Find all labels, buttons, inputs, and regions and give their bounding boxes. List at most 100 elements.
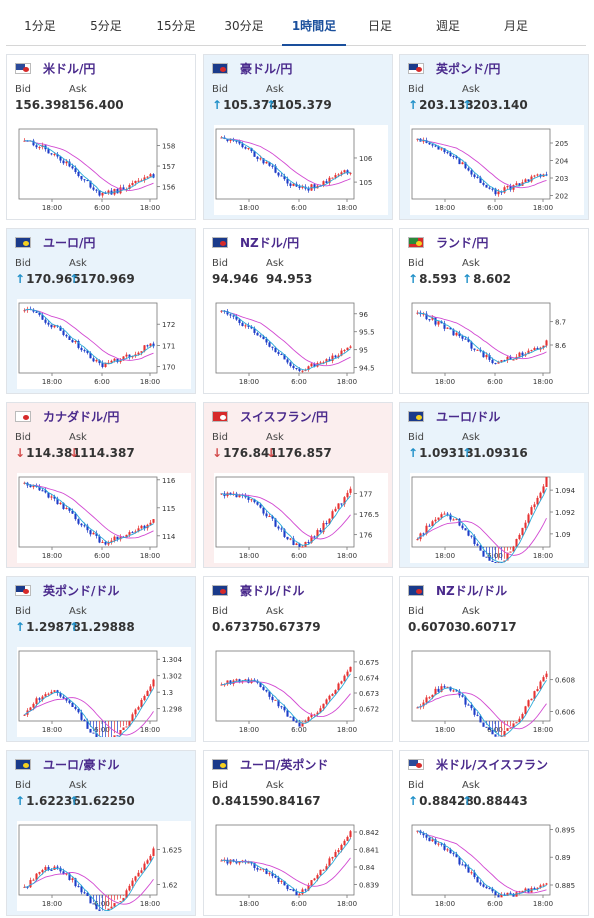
candle-body [95, 532, 98, 536]
candle-body [256, 332, 259, 336]
pair-name[interactable]: ランド/円 [436, 236, 489, 250]
candle-body [331, 694, 334, 696]
candle-body [512, 359, 515, 361]
candle-body [482, 884, 485, 887]
tab-5[interactable]: 1時間足 [282, 8, 346, 46]
candle-body [122, 356, 125, 361]
ask-value: 105.379 [277, 98, 332, 112]
candle-body [80, 523, 83, 526]
candle-body [325, 866, 328, 870]
candle-body [235, 493, 238, 498]
candle-body [518, 183, 521, 186]
candle-body [235, 679, 238, 681]
rate-chart[interactable]: 0.895 0.89 0.885 18:00 6:00 18:00 [410, 821, 584, 911]
rate-chart[interactable]: 172 171 170 18:00 6:00 18:00 [17, 299, 191, 389]
rate-chart[interactable]: 177 176.5 176 18:00 6:00 18:00 [214, 473, 388, 563]
rate-chart[interactable]: 1.304 1.302 1.3 1.298 18:00 6:00 18:00 [17, 647, 191, 737]
candle-body [298, 368, 301, 372]
candle-body [509, 356, 512, 360]
rate-card[interactable]: NZドル/円 Bid Ask 94.946 94.953 96 95.5 95 94.5 18:0… [203, 228, 393, 394]
candle-body [277, 526, 280, 529]
card-header: 英ポンド/ドル [7, 577, 195, 603]
tab-2[interactable]: 5分足 [90, 19, 122, 33]
pair-name[interactable]: カナダドル/円 [43, 410, 120, 424]
rate-card[interactable]: 英ポンド/ドル Bid Ask ↑1.29878 ↑1.29888 1.304 1.302 1… [6, 576, 196, 742]
candle-body [488, 187, 491, 189]
rate-chart[interactable]: 0.842 0.841 0.84 0.839 18:00 6:00 18:00 [214, 821, 388, 911]
y-tick-label: 176 [359, 532, 373, 540]
ask-value: 0.84167 [266, 794, 321, 808]
candle-body [446, 686, 449, 688]
candle-body [322, 523, 325, 533]
arrow-down-icon: ↓ [266, 446, 277, 460]
rate-chart[interactable]: 0.675 0.674 0.673 0.672 18:00 6:00 18:00 [214, 647, 388, 737]
candle-body [536, 887, 539, 889]
candle-body [253, 863, 256, 868]
tab-6[interactable]: 日足 [367, 19, 392, 33]
candle-body [500, 894, 503, 898]
candle-body [322, 181, 325, 186]
rate-card[interactable]: カナダドル/円 Bid Ask ↓114.381 ↓114.387 116 115 114 18… [6, 402, 196, 568]
tab-3[interactable]: 15分足 [156, 19, 196, 33]
candle-body [289, 538, 292, 540]
pair-name[interactable]: スイスフラン/円 [240, 410, 329, 424]
rate-card[interactable]: ユーロ/英ポンド Bid Ask 0.84159 0.84167 0.842 0.841 0.… [203, 750, 393, 916]
candle-body [59, 326, 62, 331]
rate-card[interactable]: 米ドル/円 Bid Ask 156.398 156.400 158 157 156 18:00 6… [6, 54, 196, 220]
pair-name[interactable]: ユーロ/ドル [436, 410, 501, 424]
rate-chart[interactable]: 116 115 114 18:00 6:00 18:00 [17, 473, 191, 563]
rate-chart[interactable]: 1.094 1.092 1.09 18:00 6:00 18:00 [410, 473, 584, 563]
pair-name[interactable]: 英ポンド/円 [436, 62, 501, 76]
rate-chart[interactable]: 205 204 203 202 18:00 6:00 18:00 [410, 125, 584, 215]
x-tick-label: 18:00 [435, 726, 455, 734]
candle-body [518, 352, 521, 357]
pair-name[interactable]: 豪ドル/ドル [240, 584, 305, 598]
rate-card[interactable]: 英ポンド/円 Bid Ask ↑203.133 ↑203.140 205 204 203 202… [399, 54, 589, 220]
rate-card[interactable]: ユーロ/ドル Bid Ask ↑1.09313 ↑1.09316 1.094 1.092 1.… [399, 402, 589, 568]
rate-chart[interactable]: 158 157 156 18:00 6:00 18:00 [17, 125, 191, 215]
candle-body [238, 494, 241, 498]
candle-body [455, 690, 458, 692]
pair-name[interactable]: NZドル/ドル [436, 584, 508, 598]
ma-fast-line [221, 137, 351, 189]
pair-name[interactable]: NZドル/円 [240, 236, 300, 250]
rate-card[interactable]: 豪ドル/円 Bid Ask ↑105.374 ↑105.379 106 105 18:00 6:… [203, 54, 393, 220]
rate-chart[interactable]: 8.7 8.6 18:00 6:00 18:00 [410, 299, 584, 389]
tab-1[interactable]: 1分足 [24, 19, 56, 33]
bid-price: ↑203.133 [408, 98, 474, 112]
pair-name[interactable]: 英ポンド/ドル [43, 584, 120, 598]
pair-name[interactable]: 豪ドル/円 [240, 62, 293, 76]
pair-name[interactable]: ユーロ/円 [43, 236, 96, 250]
rate-chart[interactable]: 0.608 0.606 18:00 6:00 18:00 [410, 647, 584, 737]
x-tick-label: 6:00 [487, 204, 503, 212]
candle-body [497, 561, 500, 563]
tab-7[interactable]: 週足 [435, 19, 460, 33]
rate-chart[interactable]: 96 95.5 95 94.5 18:00 6:00 18:00 [214, 299, 388, 389]
ask-label: Ask [69, 84, 87, 95]
arrow-up-icon: ↑ [266, 98, 277, 112]
candle-body [238, 679, 241, 683]
tab-4[interactable]: 30分足 [224, 19, 264, 33]
candle-body [539, 681, 542, 690]
rate-card[interactable]: ユーロ/円 Bid Ask ↑170.965 ↑170.969 172 171 170 18:0… [6, 228, 196, 394]
candle-body [301, 370, 304, 372]
ask-price: ↓176.857 [266, 446, 332, 460]
rate-card[interactable]: NZドル/ドル Bid Ask 0.60703 0.60717 0.608 0.606 18:… [399, 576, 589, 742]
rate-card[interactable]: スイスフラン/円 Bid Ask ↓176.841 ↓176.857 177 176.5 17… [203, 402, 393, 568]
pair-name[interactable]: 米ドル/円 [43, 62, 96, 76]
pair-name[interactable]: ユーロ/英ポンド [240, 758, 329, 772]
rate-chart[interactable]: 1.625 1.62 18:00 6:00 18:00 [17, 821, 191, 911]
candle-body [452, 329, 455, 336]
ma-slow-line [417, 830, 547, 894]
pair-name[interactable]: ユーロ/豪ドル [43, 758, 120, 772]
rate-card[interactable]: ユーロ/豪ドル Bid Ask ↑1.62236 ↑1.62250 1.625 1.62 18… [6, 750, 196, 916]
candle-body [542, 345, 545, 348]
rate-card[interactable]: ランド/円 Bid Ask ↑8.593 ↑8.602 8.7 8.6 18:00 6:00 18… [399, 228, 589, 394]
rate-card[interactable]: 米ドル/スイスフラン Bid Ask ↑0.88428 ↑0.88443 0.895 0.8… [399, 750, 589, 916]
candle-body [44, 867, 47, 871]
ma-fast-line [24, 688, 154, 737]
tab-8[interactable]: 月足 [503, 19, 528, 33]
rate-card[interactable]: 豪ドル/ドル Bid Ask 0.67375 0.67379 0.675 0.674 0.67… [203, 576, 393, 742]
pair-name[interactable]: 米ドル/スイスフラン [436, 758, 549, 772]
rate-chart[interactable]: 106 105 18:00 6:00 18:00 [214, 125, 388, 215]
